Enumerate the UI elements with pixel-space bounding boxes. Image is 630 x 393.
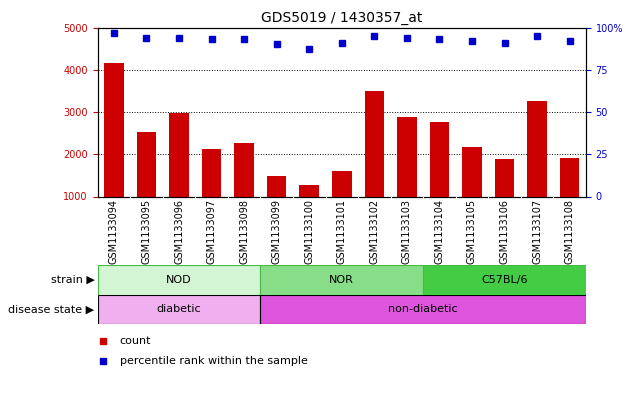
Text: GSM1133103: GSM1133103 <box>402 198 412 264</box>
Bar <box>495 159 514 196</box>
Bar <box>234 143 254 196</box>
Text: GSM1133099: GSM1133099 <box>272 198 282 264</box>
Bar <box>169 113 189 196</box>
Bar <box>560 158 580 196</box>
Bar <box>104 63 123 196</box>
Bar <box>137 132 156 196</box>
Text: strain ▶: strain ▶ <box>50 275 94 285</box>
Bar <box>98 265 260 295</box>
Text: GSM1133100: GSM1133100 <box>304 198 314 264</box>
Text: GSM1133106: GSM1133106 <box>500 198 510 264</box>
Text: GSM1133094: GSM1133094 <box>109 198 119 264</box>
Bar <box>430 122 449 196</box>
Text: GSM1133101: GSM1133101 <box>337 198 346 264</box>
Text: non-diabetic: non-diabetic <box>388 305 458 314</box>
Text: diabetic: diabetic <box>157 305 202 314</box>
Bar <box>527 101 547 196</box>
Bar <box>365 91 384 196</box>
Bar <box>397 117 416 196</box>
Bar <box>299 185 319 196</box>
Bar <box>423 265 586 295</box>
Text: GSM1133096: GSM1133096 <box>174 198 184 264</box>
Text: percentile rank within the sample: percentile rank within the sample <box>120 356 307 366</box>
Text: GSM1133105: GSM1133105 <box>467 198 477 264</box>
Text: GSM1133102: GSM1133102 <box>369 198 379 264</box>
Title: GDS5019 / 1430357_at: GDS5019 / 1430357_at <box>261 11 423 25</box>
Bar <box>332 171 352 196</box>
Bar <box>260 295 586 324</box>
Bar <box>260 265 423 295</box>
Text: GSM1133107: GSM1133107 <box>532 198 542 264</box>
Text: GSM1133095: GSM1133095 <box>142 198 151 264</box>
Text: GSM1133104: GSM1133104 <box>435 198 444 264</box>
Bar <box>202 149 221 196</box>
Bar <box>462 147 482 196</box>
Text: GSM1133097: GSM1133097 <box>207 198 217 264</box>
Text: NOD: NOD <box>166 275 192 285</box>
Text: NOR: NOR <box>329 275 354 285</box>
Text: count: count <box>120 336 151 346</box>
Bar <box>267 176 287 196</box>
Bar <box>98 295 260 324</box>
Text: disease state ▶: disease state ▶ <box>8 305 94 314</box>
Text: GSM1133098: GSM1133098 <box>239 198 249 264</box>
Text: C57BL/6: C57BL/6 <box>481 275 528 285</box>
Text: GSM1133108: GSM1133108 <box>564 198 575 264</box>
